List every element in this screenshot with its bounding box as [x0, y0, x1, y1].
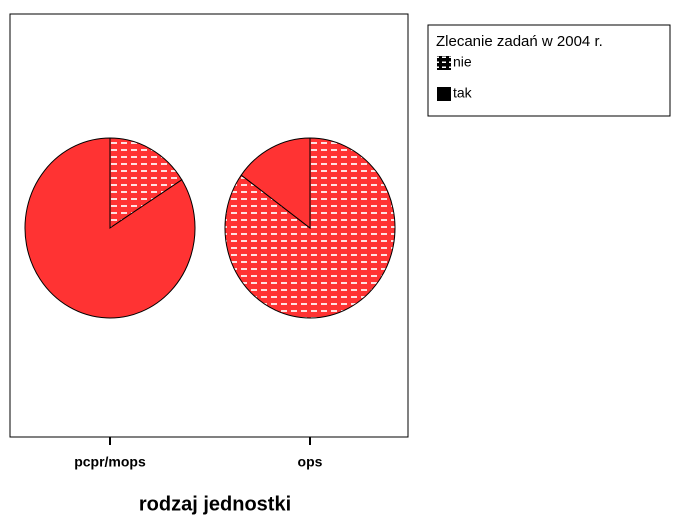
legend-label: tak: [453, 85, 473, 101]
legend-swatch: [437, 87, 451, 101]
plot: pcpr/mops ops: [24, 137, 396, 470]
pie-slice: [24, 137, 196, 319]
pie-slice: [240, 137, 311, 230]
legend: nie tak: [437, 54, 473, 101]
x-tick-label: pcpr/mops: [74, 454, 146, 470]
legend-label: nie: [453, 54, 472, 70]
plot-frame: [9, 13, 409, 438]
x-axis-title: rodzaj jednostki: [139, 493, 291, 515]
pie-slice: [109, 137, 183, 229]
legend-title: Zlecanie zadań w 2004 r.: [436, 33, 603, 50]
legend-box: [427, 24, 671, 117]
legend-swatch: [437, 56, 451, 70]
x-tick-label: ops: [298, 454, 323, 470]
